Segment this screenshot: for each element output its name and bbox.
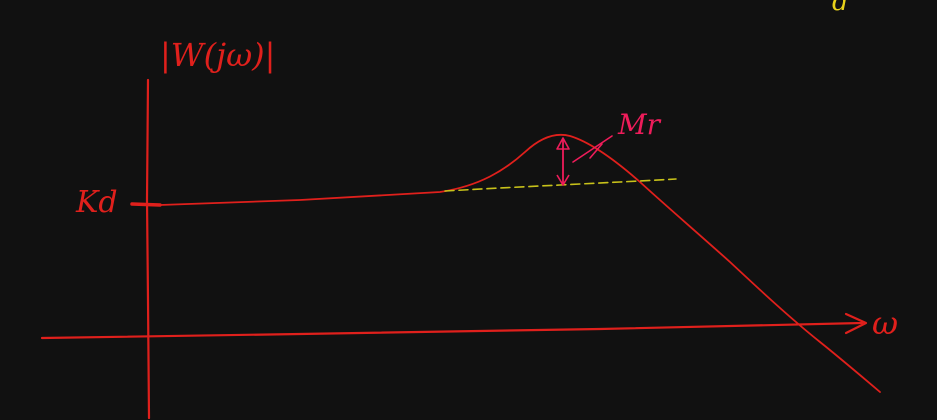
y-axis: [145, 78, 151, 420]
y-axis-label: |W(jω)|: [160, 36, 275, 74]
peak-arrow-bottom-head: [556, 174, 570, 186]
dc-gain-label: Kd: [75, 185, 118, 220]
x-axis-arrowhead: [844, 312, 868, 335]
resonant-peak-label: Mr: [617, 108, 662, 141]
peak-leader-line: [572, 135, 613, 163]
x-axis-label: ω: [872, 304, 898, 342]
peak-leader-cross: [589, 143, 603, 159]
kd-tick: [130, 202, 162, 207]
magnitude-curve: [159, 133, 881, 393]
peak-arrow-top-head: [556, 137, 570, 150]
corner-text-fragment: d: [832, 0, 849, 17]
reference-dashed-line: [444, 178, 677, 192]
x-axis: [40, 321, 864, 340]
